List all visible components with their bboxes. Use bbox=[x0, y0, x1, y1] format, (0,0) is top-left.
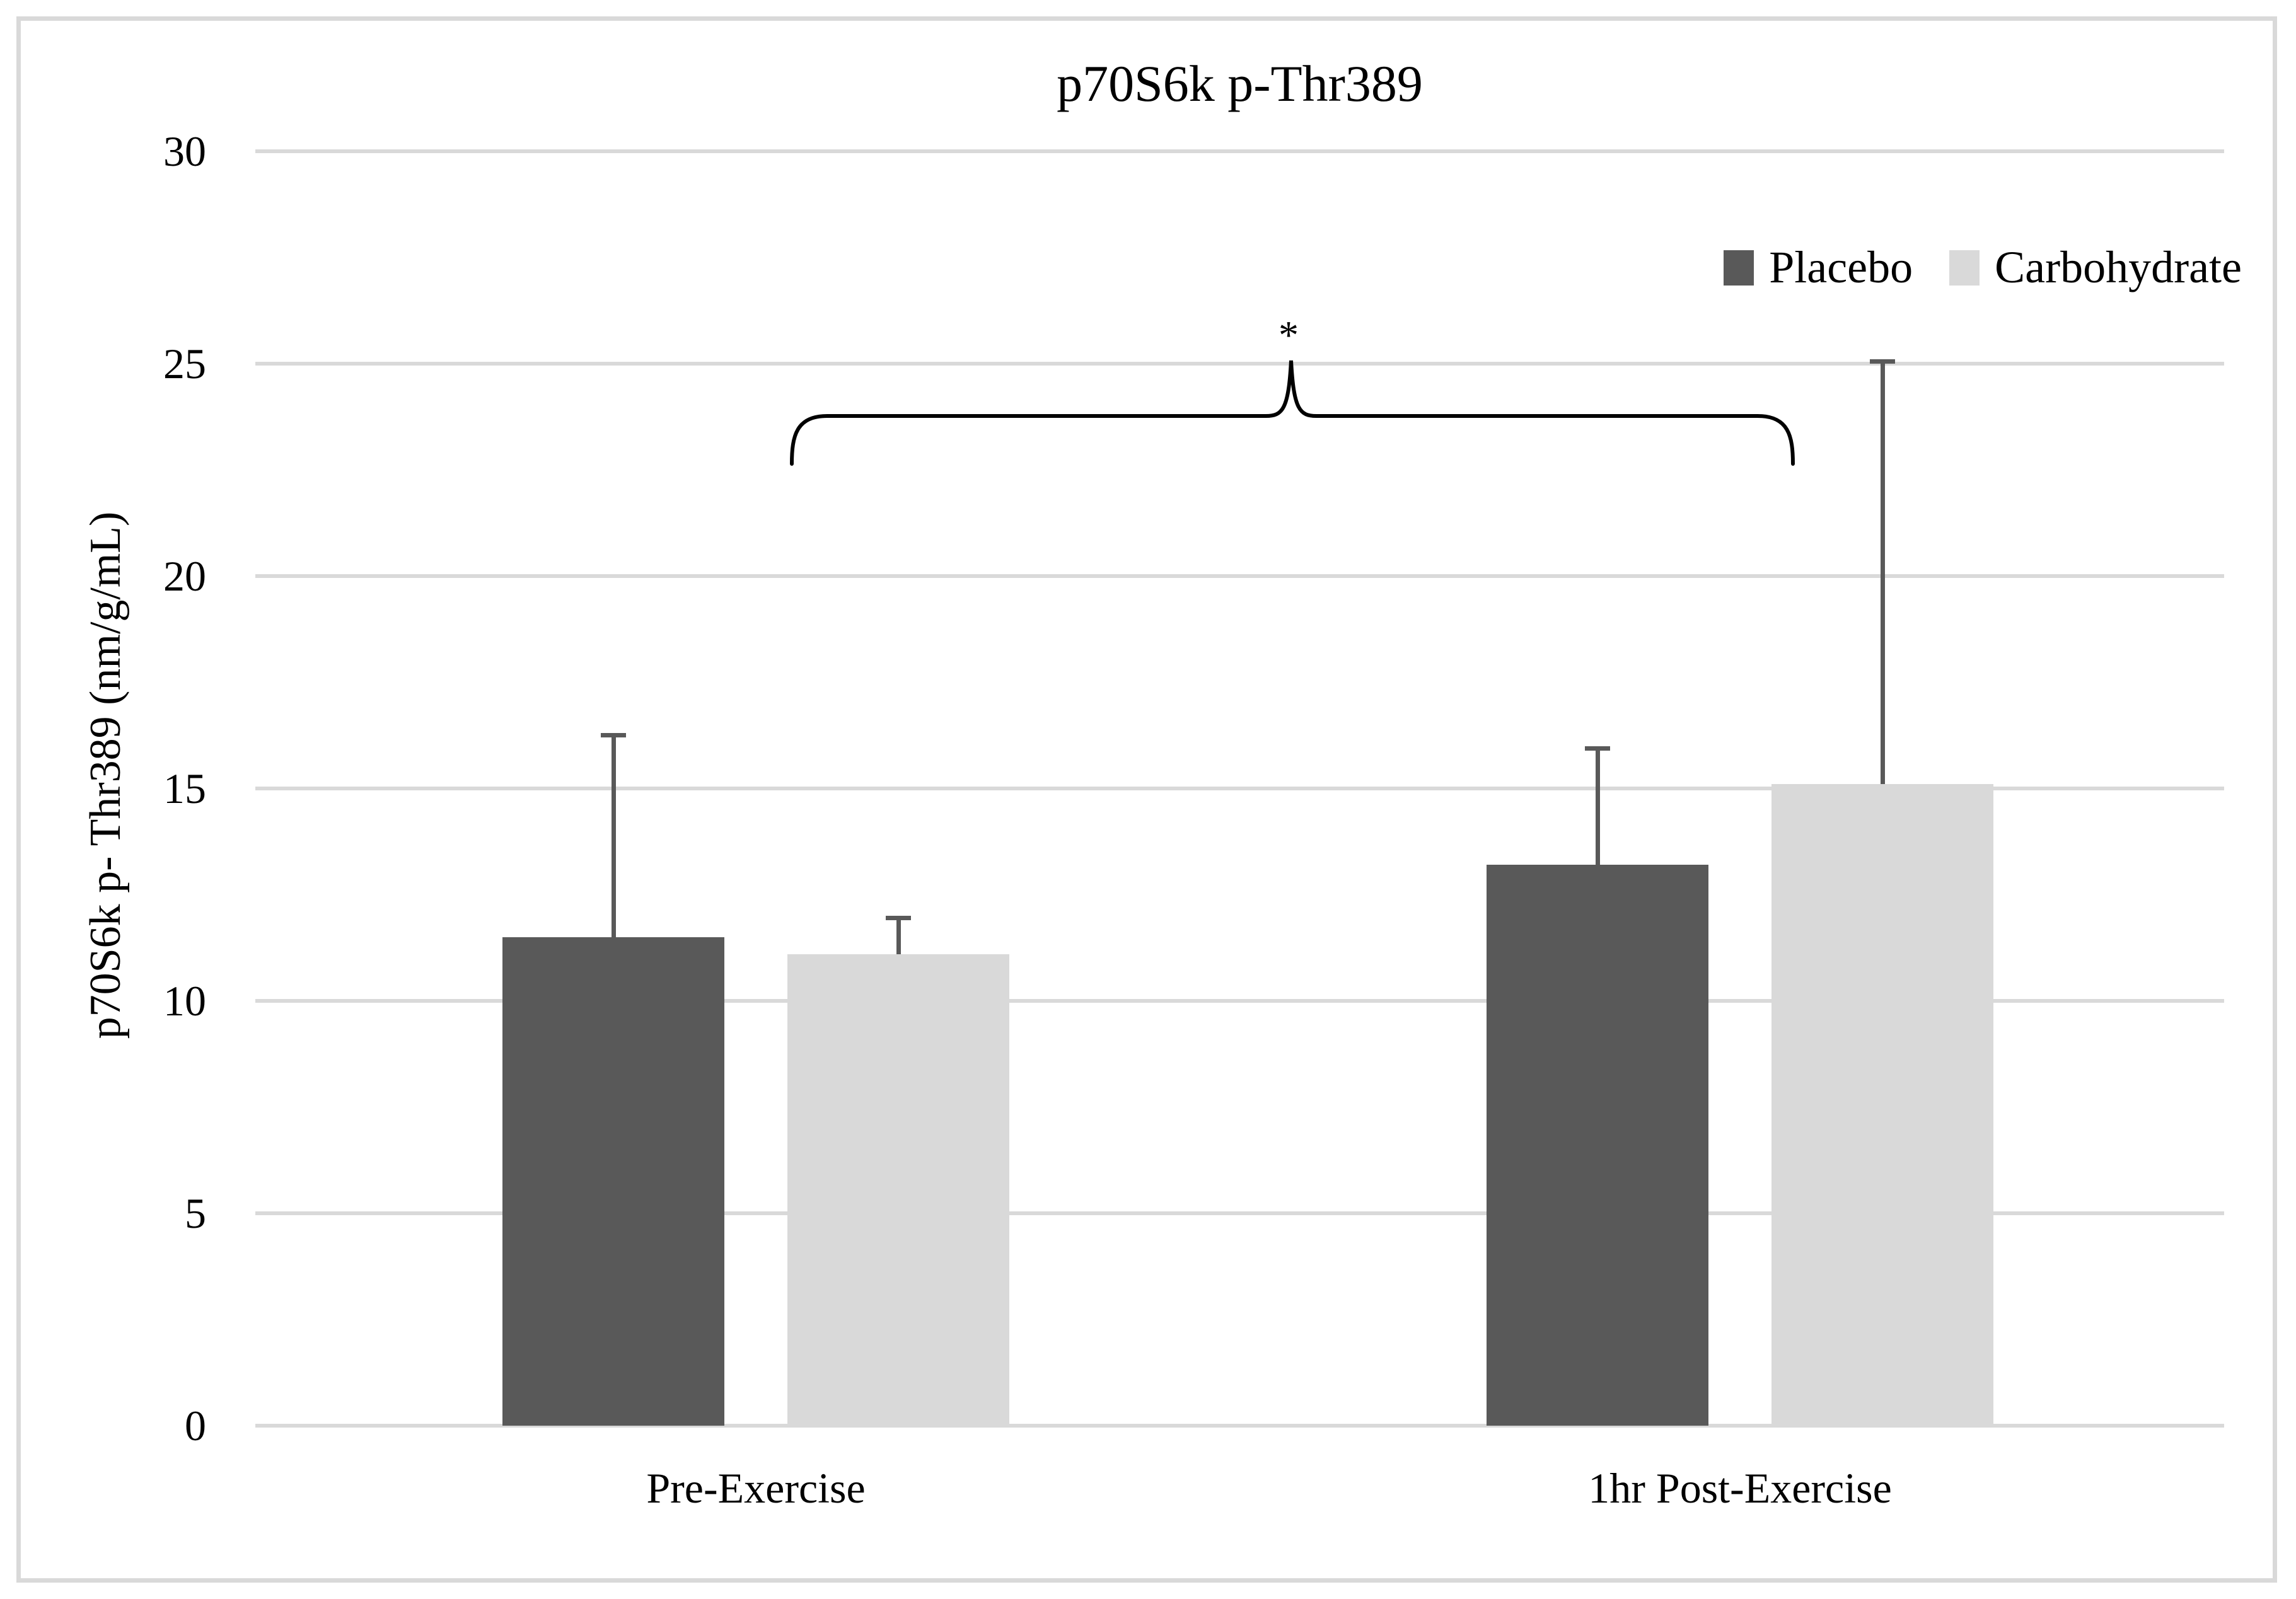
curly-brace-shape bbox=[790, 360, 1795, 466]
error-bar-cap-placebo-post bbox=[1585, 746, 1610, 751]
error-bar-cap-carbohydrate-post bbox=[1870, 359, 1895, 364]
error-bar-placebo-pre bbox=[611, 733, 616, 937]
error-bar-cap-carbohydrate-pre bbox=[886, 916, 911, 921]
x-axis-label-pre-exercise: Pre-Exercise bbox=[646, 1464, 866, 1512]
y-tick-label-0: 0 bbox=[185, 1402, 206, 1450]
error-bar-carbohydrate-pre bbox=[896, 916, 901, 954]
legend-item-carbohydrate: Carbohydrate bbox=[1949, 241, 2242, 294]
bar-carbohydrate-pre bbox=[787, 954, 1009, 1426]
legend: Placebo Carbohydrate bbox=[1724, 241, 2242, 294]
chart-title: p70S6k p-Thr389 bbox=[1057, 55, 1423, 112]
error-bar-placebo-post bbox=[1595, 746, 1600, 865]
gridline-y-10 bbox=[255, 999, 2224, 1003]
carbohydrate-swatch-icon bbox=[1949, 250, 1980, 286]
gridline-y-30 bbox=[255, 149, 2224, 153]
y-tick-label-20: 20 bbox=[163, 552, 206, 600]
gridline-y-20 bbox=[255, 574, 2224, 578]
legend-label-placebo: Placebo bbox=[1769, 242, 1913, 292]
bar-placebo-pre bbox=[502, 937, 724, 1426]
error-bar-carbohydrate-post bbox=[1880, 359, 1885, 785]
y-tick-label-30: 30 bbox=[163, 127, 206, 175]
y-tick-label-5: 5 bbox=[185, 1189, 206, 1237]
y-tick-label-10: 10 bbox=[163, 977, 206, 1025]
gridline-y-5 bbox=[255, 1211, 2224, 1215]
y-tick-label-15: 15 bbox=[163, 765, 206, 812]
error-bar-cap-placebo-pre bbox=[601, 733, 626, 738]
significance-asterisk: * bbox=[1278, 313, 1299, 357]
bar-carbohydrate-post bbox=[1771, 784, 1993, 1426]
y-tick-label-25: 25 bbox=[163, 340, 206, 388]
bar-placebo-post bbox=[1487, 865, 1708, 1426]
legend-label-carbohydrate: Carbohydrate bbox=[1995, 242, 2242, 292]
legend-item-placebo: Placebo bbox=[1724, 241, 1913, 294]
x-axis-label-post-exercise: 1hr Post-Exercise bbox=[1588, 1464, 1892, 1512]
placebo-swatch-icon bbox=[1724, 250, 1754, 286]
gridline-y-25 bbox=[255, 362, 2224, 366]
gridline-y-0 bbox=[255, 1424, 2224, 1428]
gridline-y-15 bbox=[255, 787, 2224, 790]
